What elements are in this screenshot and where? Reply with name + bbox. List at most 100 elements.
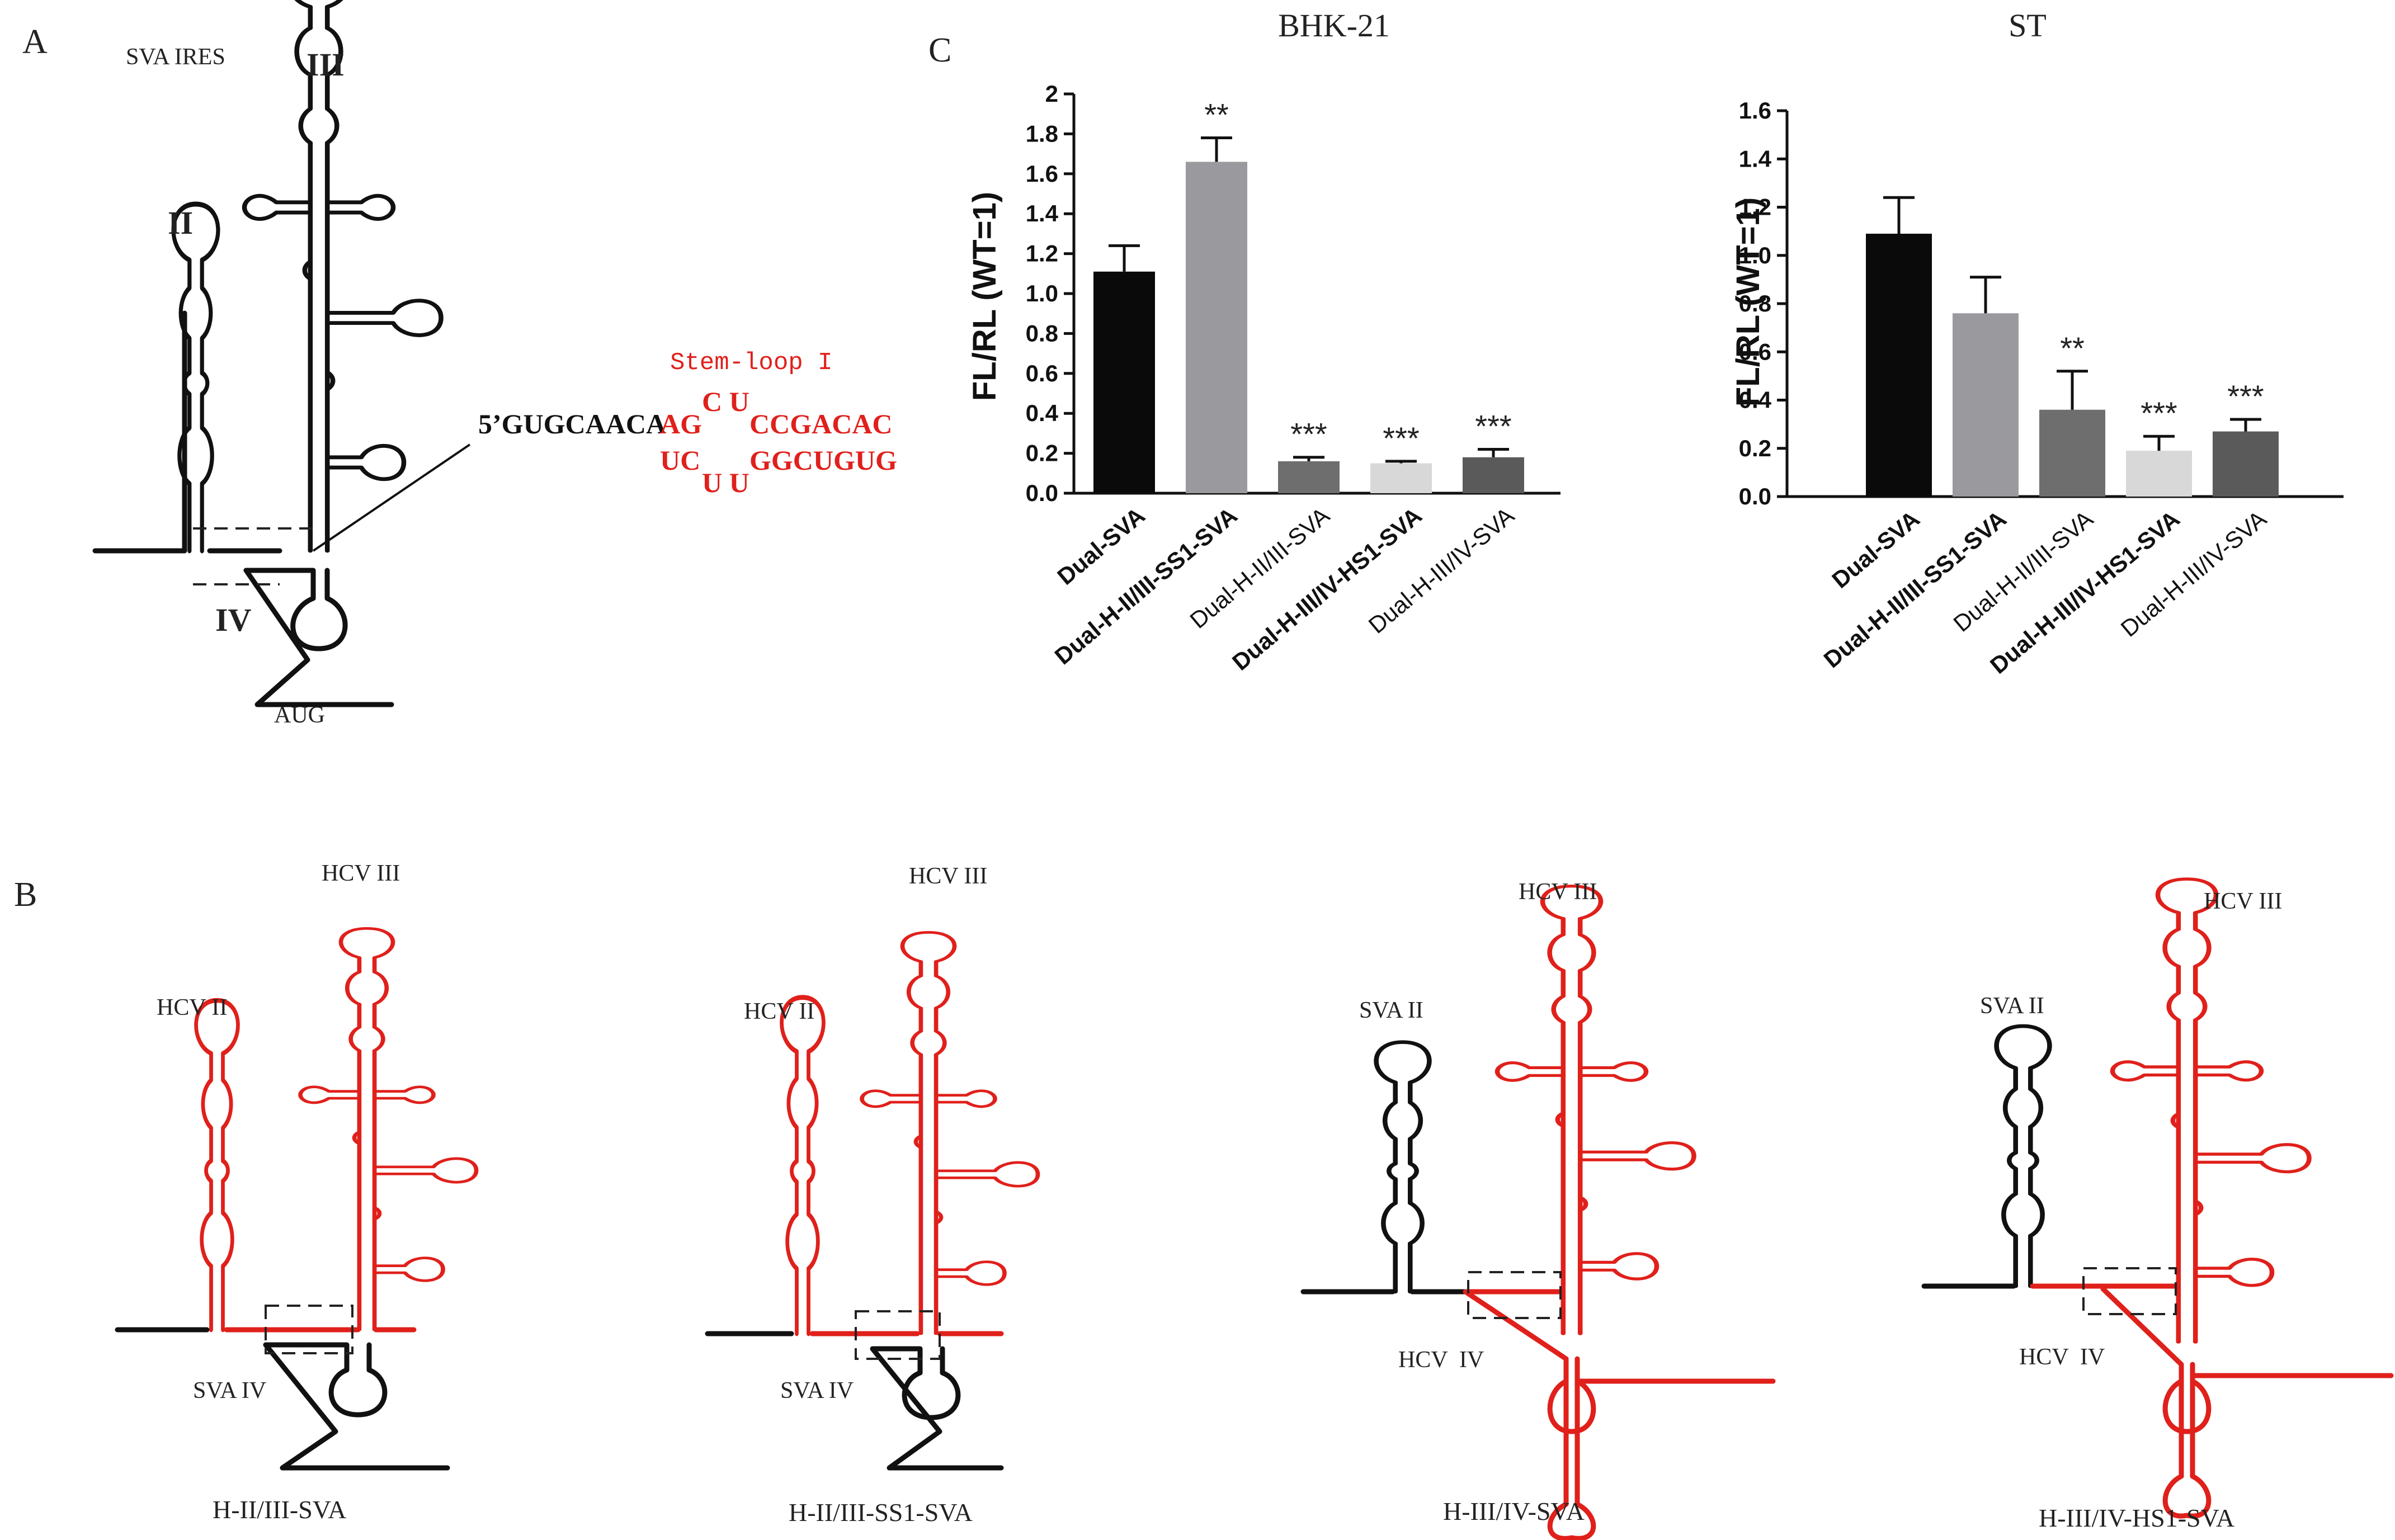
significance-label: *** [2227, 379, 2264, 414]
y-tick-label: 1.4 [1026, 200, 1059, 226]
c4-sva-ii [1997, 1026, 2050, 1286]
y-tick-label: 1.4 [1739, 145, 1772, 172]
c2-label-hcv-ii: HCV II [744, 999, 814, 1024]
c1-label-hcv-ii: HCV II [157, 995, 227, 1021]
panel-c-letter: C [928, 31, 951, 69]
c1-hcv-iii [300, 928, 477, 1330]
y-tick-label: 1.0 [1026, 280, 1058, 306]
seq-red-top-2: CCGACAC [749, 408, 893, 440]
chart-bhk21-bars [1093, 136, 1524, 493]
c4-name: H-III/IV-HS1-SVA [2039, 1504, 2234, 1532]
c3-dashed-box [1467, 1271, 1562, 1319]
chart-st: ST FL/RL (WT=1) 0.0 0.2 0.4 0.6 0.8 1.0 1.2 1.4… [1730, 7, 2344, 679]
significance-label: ** [2060, 330, 2085, 366]
panel-b: B HCV II HCV III SVA IV H-II/III-SVA HCV… [14, 861, 2394, 1540]
chart-st-axes: 0.0 0.2 0.4 0.6 0.8 1.0 1.2 1.4 1.6 [1739, 97, 2344, 509]
panel-a-letter: A [22, 23, 48, 61]
error-bar-dual-h-ii-iii-sva [2057, 370, 2088, 410]
domain-iv-label: IV [215, 602, 252, 638]
panel-b-letter: B [14, 876, 37, 914]
bar-dual-h-ii-iii-sva [1278, 461, 1340, 493]
significance-label: ** [1204, 97, 1229, 133]
seq-red-bottom-2: GGCUGUG [749, 445, 897, 476]
c4-hcv-iii [2113, 879, 2309, 1342]
y-tick-label: 0.8 [1739, 290, 1771, 316]
error-bar-dual-h-iii-iv-hs1-sva [1385, 460, 1417, 464]
c3-name: H-III/IV-SVA [1443, 1497, 1585, 1525]
y-tick-label: 1.2 [1026, 240, 1058, 267]
bar-dual-h-ii-iii-ss1-sva [1953, 313, 2019, 497]
y-tick-label: 0.4 [1026, 400, 1059, 426]
error-bar-dual-h-iii-iv-sva [1478, 447, 1509, 457]
y-tick-label: 1.8 [1026, 120, 1058, 147]
c2-hcv-ii [782, 998, 824, 1334]
sva-domain-ii [173, 204, 218, 551]
construct-h-ii-iii-sva: HCV II HCV III SVA IV H-II/III-SVA [115, 861, 477, 1524]
panel-c: C BHK-21 FL/RL (WT=1) 0.0 0.2 0.4 0.6 0.8 1.0… [928, 7, 2344, 679]
chart-bhk21-ylabel: FL/RL (WT=1) [967, 192, 1003, 401]
y-tick-label: 0.2 [1026, 440, 1058, 466]
chart-st-title: ST [2009, 7, 2047, 44]
seq-red-bottom-1: UC [660, 445, 700, 476]
error-bar-dual-h-ii-iii-ss1-sva [1201, 136, 1232, 162]
bar-dual-h-iii-iv-hs1-sva [2126, 451, 2192, 497]
y-tick-label: 0.0 [1026, 480, 1058, 506]
significance-label: *** [1290, 417, 1327, 452]
y-tick-label: 0.2 [1739, 435, 1771, 461]
c2-sva-iv [870, 1346, 1004, 1471]
chart-st-bars [1866, 196, 2279, 497]
c1-hcv-ii [196, 1000, 238, 1330]
aug-label: AUG [274, 702, 325, 728]
sva-domain-ii-base [92, 310, 282, 554]
significance-label: *** [2141, 395, 2177, 431]
c3-label-hcv-iv: HCV IV [1398, 1347, 1484, 1373]
c1-label-hcv-iii: HCV III [322, 861, 400, 886]
chart-bhk21: BHK-21 FL/RL (WT=1) 0.0 0.2 0.4 0.6 0.8 1.0 1.… [967, 7, 1560, 675]
c3-label-hcv-iii: HCV III [1519, 879, 1597, 905]
x-category-label: Dual-H-III/IV-SVA [2116, 506, 2271, 642]
c1-name: H-II/III-SVA [213, 1495, 346, 1524]
stem-loop-label: Stem-loop I [670, 349, 832, 377]
y-tick-label: 0.6 [1026, 360, 1058, 386]
y-tick-label: 0.0 [1739, 483, 1771, 509]
domain-ii-label: II [168, 205, 193, 241]
construct-h-ii-iii-ss1-sva: HCV II HCV III SVA IV H-II/III-SS1-SVA [705, 863, 1038, 1527]
construct-h-iii-iv-hs1-sva: SVA II HCV III HCV IV H-III/IV-HS1-SVA [1921, 879, 2394, 1532]
y-tick-label: 1.0 [1739, 242, 1771, 268]
y-tick-label: 1.6 [1026, 160, 1058, 187]
stem-loop-pointer [312, 443, 471, 552]
sva-domain-iv-loop [243, 568, 348, 651]
domain-iii-label: III [307, 46, 345, 83]
bar-dual-h-ii-iii-ss1-sva [1186, 162, 1247, 493]
y-tick-label: 0.6 [1739, 338, 1771, 365]
y-tick-label: 2 [1045, 81, 1058, 107]
bar-dual-h-ii-iii-sva [2039, 409, 2105, 497]
seq-black-prefix: 5’GUGCAACA [478, 408, 666, 440]
x-category-label: Dual-SVA [1052, 502, 1149, 590]
seq-red-bulge-top: C U [702, 386, 749, 417]
chart-st-ylabel: FL/RL (WT=1) [1730, 197, 1766, 407]
bar-dual-sva [1093, 271, 1155, 493]
y-tick-label: 0.4 [1739, 387, 1772, 413]
c3-hcv-iii [1497, 886, 1694, 1334]
bar-dual-sva [1866, 233, 1932, 497]
y-tick-label: 1.2 [1739, 194, 1771, 220]
sva-ires-title: SVA IRES [126, 44, 225, 70]
y-tick-label: 1.6 [1739, 97, 1771, 124]
c3-hcv-iv [1463, 1289, 1776, 1540]
seq-red-bulge-bottom: U U [702, 467, 749, 498]
c3-sva-ii [1376, 1042, 1430, 1292]
error-bar-dual-h-iii-iv-hs1-sva [2143, 434, 2175, 451]
c2-dashed-box [855, 1310, 941, 1360]
y-tick-label: 0.8 [1026, 320, 1058, 346]
sva-domain-iv-stem [243, 568, 394, 707]
significance-label: *** [1475, 408, 1511, 443]
c4-label-sva-ii: SVA II [1980, 993, 2044, 1019]
c2-label-hcv-iii: HCV III [909, 863, 987, 889]
c2-hcv-iii [862, 932, 1038, 1334]
bar-dual-h-iii-iv-sva [2213, 431, 2279, 497]
x-category-label: Dual-H-II/III-SS1-SVA [1050, 502, 1242, 670]
c4-hcv-iv [2100, 1286, 2394, 1519]
c4-dashed-box [2082, 1267, 2177, 1315]
c4-label-hcv-iv: HCV IV [2019, 1344, 2105, 1370]
